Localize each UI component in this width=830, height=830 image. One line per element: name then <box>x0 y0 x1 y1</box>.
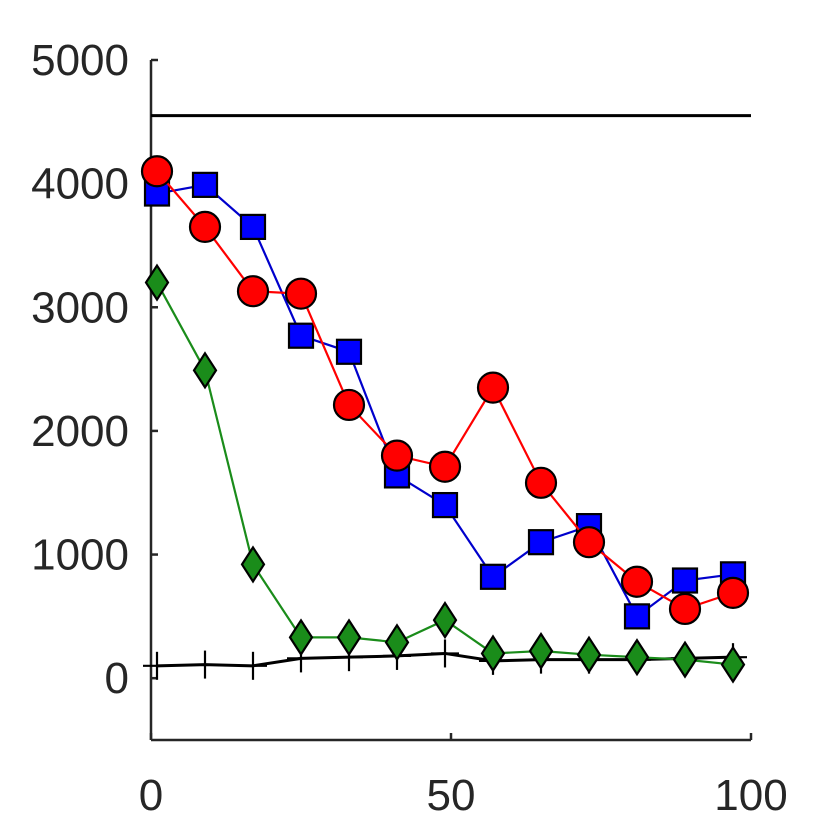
data-point-square <box>191 171 219 198</box>
data-point-diamond <box>576 635 602 674</box>
data-point-square <box>623 603 651 630</box>
data-point-diamond <box>624 638 650 677</box>
data-point-square <box>287 322 315 349</box>
data-point-plus <box>143 651 171 680</box>
data-point-diamond <box>480 634 506 673</box>
y-tick-label: 4000 <box>31 160 129 209</box>
data-point-circle <box>140 155 174 188</box>
data-point-diamond <box>144 263 170 302</box>
data-point-circle <box>236 275 270 308</box>
x-tick-label: 0 <box>139 771 163 820</box>
data-point-square <box>335 338 363 365</box>
y-tick-label: 1000 <box>31 531 129 580</box>
y-tick-label: 2000 <box>31 407 129 456</box>
x-tick-label: 100 <box>714 771 787 820</box>
data-point-diamond <box>720 645 746 684</box>
data-point-diamond <box>240 545 266 584</box>
data-point-circle <box>428 450 462 483</box>
data-point-circle <box>332 388 366 422</box>
y-tick-label: 5000 <box>31 36 129 85</box>
data-point-circle <box>716 576 750 609</box>
data-point-diamond <box>336 618 362 657</box>
data-point-circle <box>572 526 606 559</box>
axes <box>149 58 753 742</box>
data-point-diamond <box>432 601 458 640</box>
data-point-square <box>431 491 459 519</box>
data-point-square <box>239 213 267 241</box>
y-tick-label: 3000 <box>31 283 129 332</box>
data-point-diamond <box>288 618 314 657</box>
data-point-diamond <box>384 623 410 662</box>
data-point-plus <box>239 651 267 680</box>
data-point-square <box>527 529 555 556</box>
data-point-diamond <box>672 640 698 679</box>
series-line-square <box>156 183 734 619</box>
data-point-square <box>479 563 507 590</box>
data-point-circle <box>188 210 222 244</box>
data-point-plus <box>191 650 219 679</box>
y-tick-label: 0 <box>105 654 129 703</box>
data-point-plus <box>431 639 459 668</box>
data-point-circle <box>668 592 702 626</box>
data-point-diamond <box>192 351 218 390</box>
data-point-diamond <box>528 631 554 671</box>
data-point-circle <box>620 565 654 598</box>
data-point-circle <box>524 466 558 499</box>
data-point-circle <box>476 371 510 404</box>
data-point-circle <box>380 439 414 472</box>
data-point-circle <box>284 277 318 310</box>
x-tick-label: 50 <box>427 771 476 820</box>
plot-area <box>140 114 751 684</box>
tick-labels: 0 1000 2000 3000 4000 5000 0 50 100 <box>31 36 788 820</box>
data-point-square <box>671 567 699 594</box>
